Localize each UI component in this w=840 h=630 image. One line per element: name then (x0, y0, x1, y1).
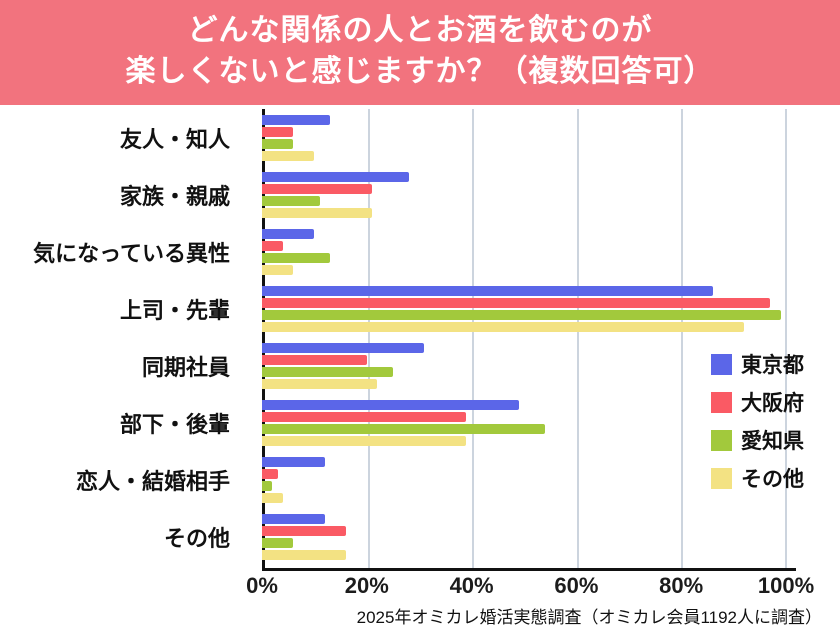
x-tick-label: 20% (344, 573, 389, 598)
bar-大阪府 (262, 354, 367, 365)
bar-chart: 友人・知人家族・親戚気になっている異性上司・先輩同期社員部下・後輩恋人・結婚相手… (0, 105, 840, 571)
bar-大阪府 (262, 297, 771, 308)
bar-愛知県 (262, 423, 545, 434)
bar-その他 (262, 549, 346, 560)
legend-swatch-other (711, 467, 732, 489)
bar-東京都 (262, 228, 315, 239)
x-tick-label: 40% (449, 573, 494, 598)
x-axis-line (262, 568, 796, 571)
bar-その他 (262, 207, 373, 218)
bar-その他 (262, 435, 467, 446)
chart-row: 家族・親戚 (0, 166, 840, 223)
bar-その他 (262, 264, 294, 275)
bar-東京都 (262, 171, 409, 182)
bar-その他 (262, 492, 283, 503)
legend: 東京都 大阪府 愛知県 その他 (711, 349, 804, 501)
x-axis-ticks: 0% 20% 40% 60% 80% 100% (246, 569, 814, 601)
gridline (576, 109, 579, 569)
bar-大阪府 (262, 525, 346, 536)
bar-group (262, 399, 786, 446)
legend-item-tokyo: 東京都 (711, 349, 804, 379)
bar-東京都 (262, 513, 325, 524)
bar-group (262, 285, 786, 332)
source-note: 2025年オミカレ婚活実態調査（オミカレ会員1192人に調査） (356, 608, 822, 627)
legend-swatch-aichi (711, 429, 732, 451)
bar-愛知県 (262, 537, 294, 548)
chart-row: 同期社員 (0, 337, 840, 394)
bar-group (262, 456, 786, 503)
legend-item-osaka: 大阪府 (711, 387, 804, 417)
category-label: 気になっている異性 (33, 240, 230, 266)
category-label: 部下・後輩 (119, 411, 230, 437)
chart-row: その他 (0, 508, 840, 565)
chart-row: 部下・後輩 (0, 394, 840, 451)
legend-label-other: その他 (741, 468, 804, 491)
bar-大阪府 (262, 411, 467, 422)
category-label: その他 (163, 525, 230, 551)
bar-その他 (262, 321, 745, 332)
category-label: 上司・先輩 (119, 297, 230, 323)
legend-item-other: その他 (711, 463, 804, 493)
bar-大阪府 (262, 240, 283, 251)
bar-東京都 (262, 285, 713, 296)
chart-row: 恋人・結婚相手 (0, 451, 840, 508)
bar-愛知県 (262, 252, 331, 263)
legend-swatch-osaka (711, 391, 732, 413)
gridline (785, 109, 787, 569)
x-tick-label: 60% (554, 573, 599, 598)
category-label: 家族・親戚 (119, 183, 230, 209)
bar-東京都 (262, 114, 331, 125)
legend-label-tokyo: 東京都 (741, 354, 804, 377)
grid-layer (262, 109, 787, 569)
title-banner: どんな関係の人とお酒を飲むのが 楽しくないと感じますか？（複数回答可） (0, 0, 840, 105)
chart-row: 気になっている異性 (0, 223, 840, 280)
bar-group (262, 171, 786, 218)
bar-東京都 (262, 399, 519, 410)
bar-東京都 (262, 456, 325, 467)
x-tick-label: 100% (757, 573, 815, 598)
bar-group (262, 342, 786, 389)
bar-愛知県 (262, 366, 393, 377)
chart-title-line1: どんな関係の人とお酒を飲むのが (187, 14, 653, 47)
legend-swatch-tokyo (711, 353, 732, 375)
gridline (368, 109, 371, 569)
legend-item-aichi: 愛知県 (711, 425, 804, 455)
bar-東京都 (262, 342, 425, 353)
x-tick-label: 80% (659, 573, 704, 598)
bar-その他 (262, 378, 378, 389)
bar-group (262, 114, 786, 161)
bar-愛知県 (262, 309, 781, 320)
bar-group (262, 513, 786, 560)
chart-row: 上司・先輩 (0, 280, 840, 337)
bar-大阪府 (262, 126, 294, 137)
x-tick-label: 0% (246, 573, 278, 598)
category-label: 友人・知人 (119, 126, 230, 152)
chart-rows: 友人・知人家族・親戚気になっている異性上司・先輩同期社員部下・後輩恋人・結婚相手… (0, 105, 840, 565)
gridline (680, 109, 683, 569)
legend-label-aichi: 愛知県 (741, 430, 804, 453)
category-label: 同期社員 (141, 354, 230, 380)
gridline (472, 109, 475, 569)
bar-愛知県 (262, 138, 294, 149)
legend-label-osaka: 大阪府 (741, 392, 804, 415)
chart-title-line2: 楽しくないと感じますか？（複数回答可） (125, 54, 715, 88)
bar-大阪府 (262, 468, 278, 479)
bar-愛知県 (262, 195, 320, 206)
category-label: 恋人・結婚相手 (75, 468, 230, 494)
bar-その他 (262, 150, 315, 161)
chart-row: 友人・知人 (0, 109, 840, 166)
bar-愛知県 (262, 480, 273, 491)
bar-group (262, 228, 786, 275)
bar-大阪府 (262, 183, 373, 194)
